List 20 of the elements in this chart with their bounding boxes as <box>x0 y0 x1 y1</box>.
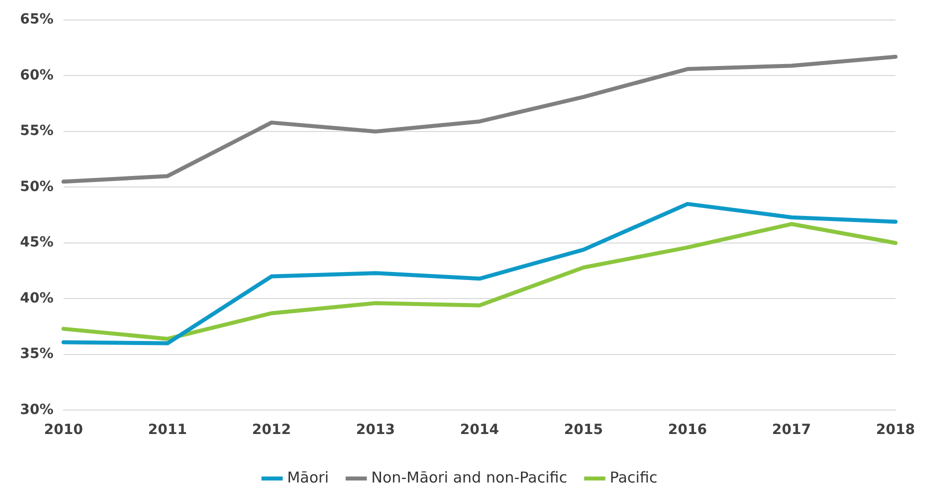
x-tick-label: 2010 <box>44 422 84 438</box>
x-tick-label: 2018 <box>876 422 915 438</box>
y-tick-label: 65% <box>20 12 54 28</box>
y-tick-label: 40% <box>20 290 54 306</box>
x-tick-label: 2012 <box>252 422 291 438</box>
y-tick-label: 60% <box>20 67 54 84</box>
x-tick-label: 2017 <box>772 422 811 438</box>
legend-label: Māori <box>287 468 329 486</box>
x-tick-label: 2011 <box>148 422 187 438</box>
x-tick-label: 2015 <box>564 422 603 438</box>
y-tick-label: 30% <box>20 402 54 418</box>
legend-label: Non-Māori and non-Pacific <box>371 468 568 486</box>
y-tick-label: 55% <box>20 123 54 140</box>
x-tick-label: 2014 <box>460 422 500 438</box>
y-tick-label: 45% <box>20 234 54 251</box>
y-tick-label: 50% <box>20 178 54 195</box>
x-tick-label: 2013 <box>356 422 395 438</box>
x-tick-label: 2016 <box>668 422 707 438</box>
y-tick-label: 35% <box>20 346 54 362</box>
legend-label: Pacific <box>610 468 658 486</box>
